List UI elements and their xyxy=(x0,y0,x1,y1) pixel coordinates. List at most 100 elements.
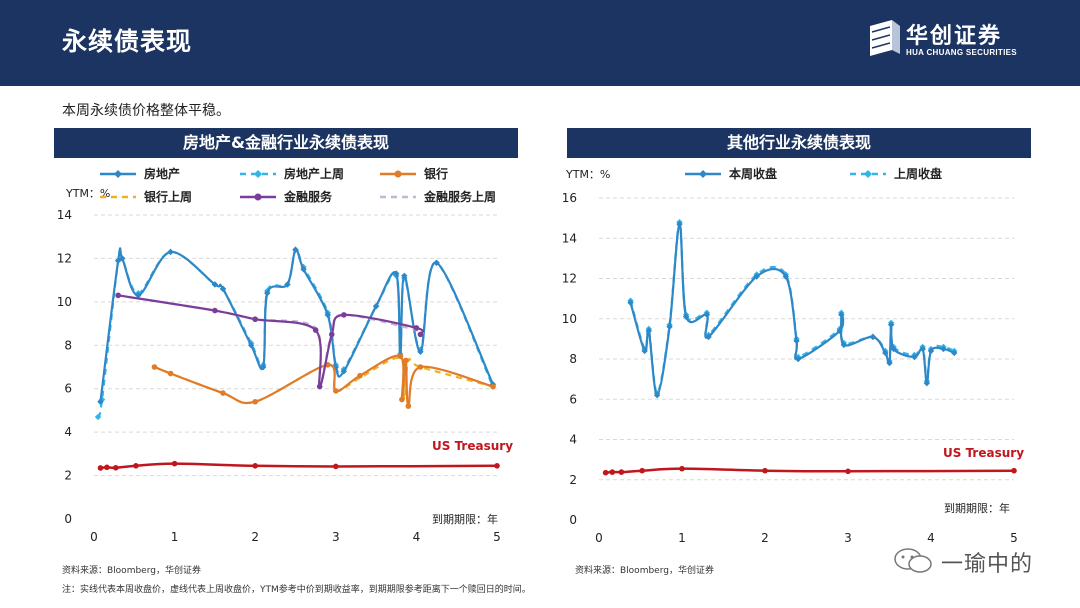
y-tick-label: 12 xyxy=(562,272,577,286)
data-point xyxy=(292,246,299,253)
data-point xyxy=(919,345,926,353)
legend-item: 房地产 xyxy=(100,166,180,181)
data-point xyxy=(609,469,616,475)
data-point xyxy=(676,220,683,228)
data-point xyxy=(403,357,409,364)
data-point xyxy=(494,463,500,469)
data-point xyxy=(151,364,158,370)
data-point xyxy=(405,403,412,409)
data-point xyxy=(393,270,400,277)
legend-label: 房地产上周 xyxy=(284,166,344,181)
y-tick-label: 16 xyxy=(562,191,577,205)
data-point xyxy=(312,327,319,333)
series-line xyxy=(154,356,494,405)
x-tick-label: 3 xyxy=(844,531,852,545)
data-point xyxy=(795,355,802,363)
data-point xyxy=(951,349,958,357)
y-tick-label: 8 xyxy=(64,338,72,352)
logo-english-name: HUA CHUANG SECURITIES xyxy=(906,48,1017,57)
data-point xyxy=(703,311,711,318)
legend-item: 金融服务上周 xyxy=(380,189,496,204)
logo-cube-icon xyxy=(870,20,900,56)
y-axis-label: YTM：% xyxy=(65,187,110,200)
series-line xyxy=(629,223,955,397)
y-tick-label: 0 xyxy=(64,512,72,526)
data-point xyxy=(666,323,673,330)
left-panel-title: 房地产&金融行业永续债表现 xyxy=(54,128,518,158)
data-point xyxy=(133,463,139,469)
x-tick-label: 3 xyxy=(332,530,340,544)
data-point xyxy=(838,311,845,318)
legend-marker xyxy=(864,170,872,178)
data-point xyxy=(869,333,877,341)
y-tick-label: 2 xyxy=(569,473,577,487)
y-tick-label: 6 xyxy=(64,382,72,396)
data-point xyxy=(682,313,690,320)
data-point xyxy=(886,359,893,367)
series-line xyxy=(118,294,424,388)
series-银行上周 xyxy=(154,356,494,405)
legend-item: 金融服务 xyxy=(240,189,333,204)
legend-label: 本周收盘 xyxy=(729,166,777,181)
data-point xyxy=(397,353,404,359)
y-tick-label: 0 xyxy=(569,513,577,527)
data-point xyxy=(97,465,104,471)
data-point xyxy=(171,460,178,467)
series-line xyxy=(99,247,494,402)
data-point xyxy=(284,281,291,288)
x-tick-label: 2 xyxy=(761,531,769,545)
y-tick-label: 10 xyxy=(57,295,72,309)
data-point xyxy=(882,349,889,357)
data-point xyxy=(300,266,307,273)
data-point xyxy=(639,467,645,474)
y-tick-label: 10 xyxy=(562,312,577,326)
series-line xyxy=(100,462,498,470)
legend-label: 金融服务上周 xyxy=(423,189,496,204)
data-point xyxy=(247,342,255,349)
y-tick-label: 8 xyxy=(569,352,577,366)
series-金融服务 xyxy=(115,292,424,390)
data-point xyxy=(887,321,895,328)
legend-label: 金融服务 xyxy=(283,189,333,204)
series-line xyxy=(96,247,494,418)
data-point xyxy=(97,398,104,405)
legend-marker xyxy=(254,193,262,201)
data-point xyxy=(316,383,323,390)
x-tick-label: 1 xyxy=(678,531,686,545)
legend-label: 上周收盘 xyxy=(894,166,942,181)
footnote: 注：实线代表本周收盘价，虚线代表上周收盘价，YTM参考中价到期收益率，到期期限参… xyxy=(62,585,531,595)
x-tick-label: 1 xyxy=(171,530,179,544)
data-point xyxy=(328,331,335,338)
data-point xyxy=(645,327,652,335)
x-tick-label: 0 xyxy=(90,530,98,544)
y-tick-label: 4 xyxy=(64,425,72,439)
y-tick-label: 12 xyxy=(57,251,72,265)
data-point xyxy=(341,312,347,318)
data-point xyxy=(653,392,661,399)
data-point xyxy=(252,398,258,405)
right-source-note: 资料来源：Bloomberg，华创证券 xyxy=(575,566,714,576)
left-source-note: 资料来源：Bloomberg，华创证券 xyxy=(62,566,201,576)
data-point xyxy=(793,337,800,345)
data-point xyxy=(372,303,380,310)
x-tick-label: 4 xyxy=(927,531,935,545)
series-US Treasury xyxy=(602,465,1017,476)
data-point xyxy=(264,289,271,297)
x-tick-label: 0 xyxy=(595,531,603,545)
x-axis-label: 到期期限：年 xyxy=(432,512,498,526)
data-point xyxy=(845,468,851,475)
data-point xyxy=(167,370,174,377)
legend-item: 上周收盘 xyxy=(850,166,942,181)
legend-marker xyxy=(394,170,402,178)
legend-item: 房地产上周 xyxy=(240,166,344,181)
y-tick-label: 4 xyxy=(569,433,577,447)
data-point xyxy=(211,281,219,288)
data-point xyxy=(119,255,126,262)
y-axis-label: YTM：% xyxy=(565,168,610,181)
data-point xyxy=(333,388,339,394)
data-point xyxy=(927,347,935,355)
legend-item: 本周收盘 xyxy=(685,166,777,181)
data-point xyxy=(890,345,897,353)
wechat-icon xyxy=(894,548,932,573)
